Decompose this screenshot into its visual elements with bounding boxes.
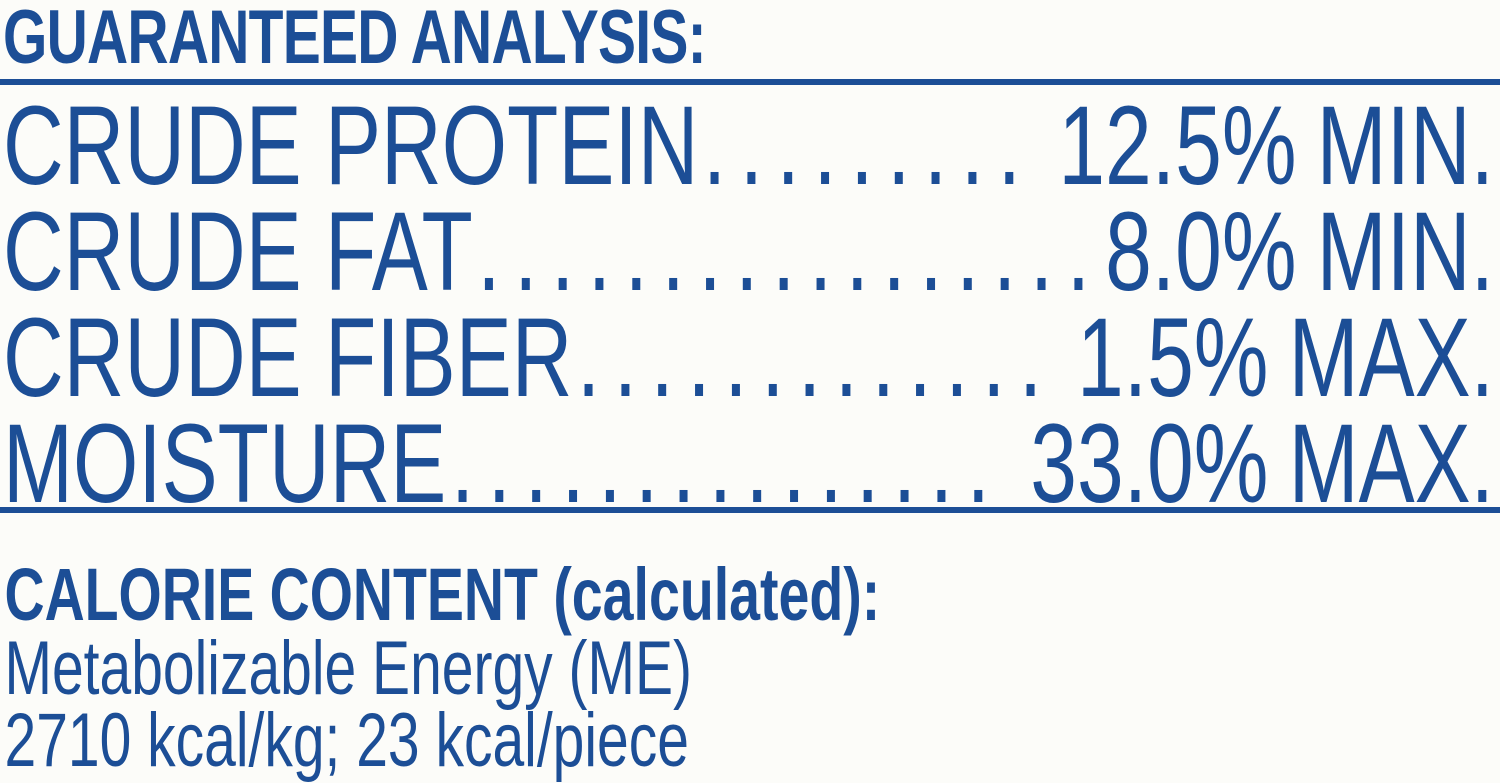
nutrient-qualifier: MIN. (1316, 83, 1494, 208)
table-row: CRUDE PROTEIN ..........................… (0, 83, 1500, 208)
table-row: CRUDE FIBER ............................… (0, 295, 1500, 420)
section-divider-rule (0, 507, 1500, 513)
nutrient-qualifier: MAX. (1288, 401, 1494, 526)
kcal-values-line: 2710 kcal/kg; 23 kcal/piece (4, 698, 689, 783)
calorie-content-title: CALORIE CONTENT (calculated): (4, 553, 881, 636)
nutrient-label: CRUDE PROTEIN (3, 83, 699, 208)
nutrient-amount: 33.0% (1030, 401, 1269, 526)
nutrient-label: CRUDE FAT (3, 189, 473, 314)
nutrient-amount: 8.0% (1105, 189, 1297, 314)
nutrient-amount: 1.5% (1077, 295, 1269, 420)
guaranteed-analysis-table: CRUDE PROTEIN ..........................… (0, 83, 1500, 526)
nutrient-qualifier: MIN. (1316, 189, 1494, 314)
nutrient-qualifier: MAX. (1288, 295, 1494, 420)
nutrient-label: CRUDE FIBER (3, 295, 573, 420)
metabolizable-energy-line: Metabolizable Energy (ME) (4, 626, 692, 711)
nutrient-value: 33.0% MAX. (1030, 408, 1494, 520)
nutrient-amount: 12.5% (1058, 83, 1297, 208)
nutrient-value: 12.5% MIN. (1058, 90, 1494, 202)
dot-leader: ........................................… (477, 199, 1084, 305)
dot-leader: ........................................… (702, 93, 1037, 199)
guaranteed-analysis-title: GUARANTEED ANALYSIS: (3, 0, 707, 80)
table-row: CRUDE FAT ..............................… (0, 189, 1500, 314)
title-underline-rule (0, 79, 1500, 85)
dot-leader: ........................................… (576, 305, 1056, 411)
nutrient-value: 1.5% MAX. (1077, 302, 1494, 414)
nutrient-label: MOISTURE (3, 401, 447, 526)
nutrient-value: 8.0% MIN. (1105, 196, 1494, 308)
table-row: MOISTURE ...............................… (0, 401, 1500, 526)
dot-leader: ........................................… (450, 411, 1009, 517)
